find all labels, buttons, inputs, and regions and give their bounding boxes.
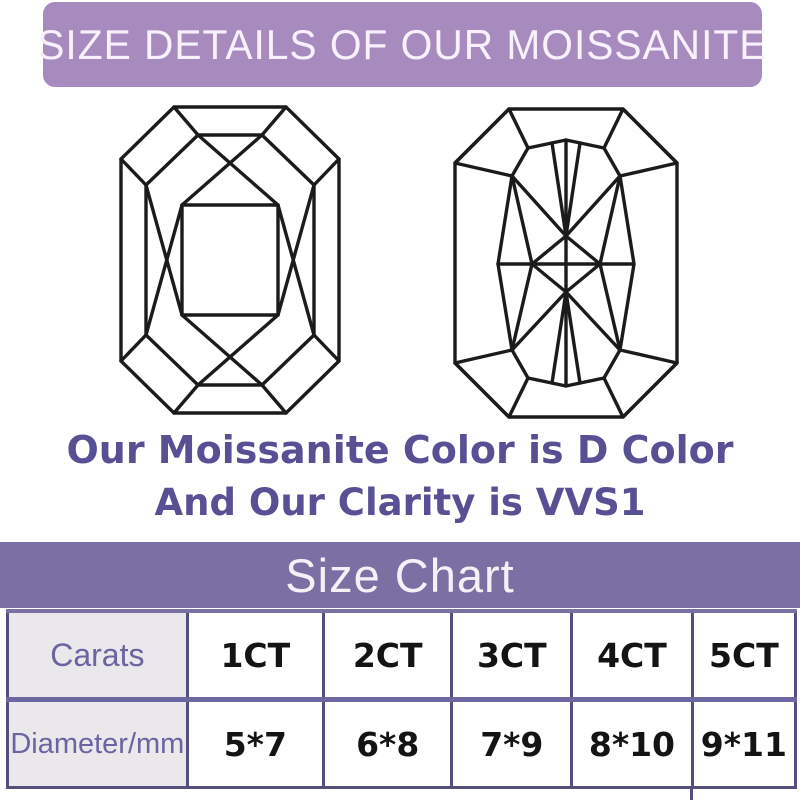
carats-value-3ct: 3CT [450,609,574,702]
radiant-cut-crown-diagram [118,104,342,421]
carats-value-2ct: 2CT [321,609,454,702]
diamond-crown-icon [119,105,341,415]
carats-value-5ct: 5CT [690,609,798,702]
diameter-value-5ct: 9*11 [690,698,798,789]
color-headline: Our Moissanite Color is D Color [66,428,734,472]
diameter-value-2ct: 6*8 [321,698,454,789]
radiant-cut-pavilion-diagram [452,106,680,425]
banner-title: SIZE DETAILS OF OUR MOISSANITE [37,20,768,68]
diamond-pavilion-icon [453,107,679,419]
carats-row-label: Carats [6,609,189,702]
carats-value-4ct: 4CT [570,609,694,702]
size-details-banner: SIZE DETAILS OF OUR MOISSANITE [37,2,767,87]
diameter-value-4ct: 8*10 [570,698,694,789]
diameter-row-label: Diameter/mm [6,698,189,789]
size-chart-table: Carats 1CT 2CT 3CT 4CT 5CT Diameter/mm 5… [6,609,798,789]
diameter-value-3ct: 7*9 [450,698,574,789]
table-row-carats: Carats 1CT 2CT 3CT 4CT 5CT [6,609,798,702]
size-chart-title: Size Chart [285,548,515,602]
carats-value-1ct: 1CT [185,609,325,702]
size-chart-header: Size Chart [0,542,800,608]
diameter-value-1ct: 5*7 [185,698,325,789]
table-border-tail [690,786,693,800]
clarity-headline: And Our Clarity is VVS1 [154,481,646,524]
table-row-diameter: Diameter/mm 5*7 6*8 7*9 8*10 9*11 [6,698,798,789]
